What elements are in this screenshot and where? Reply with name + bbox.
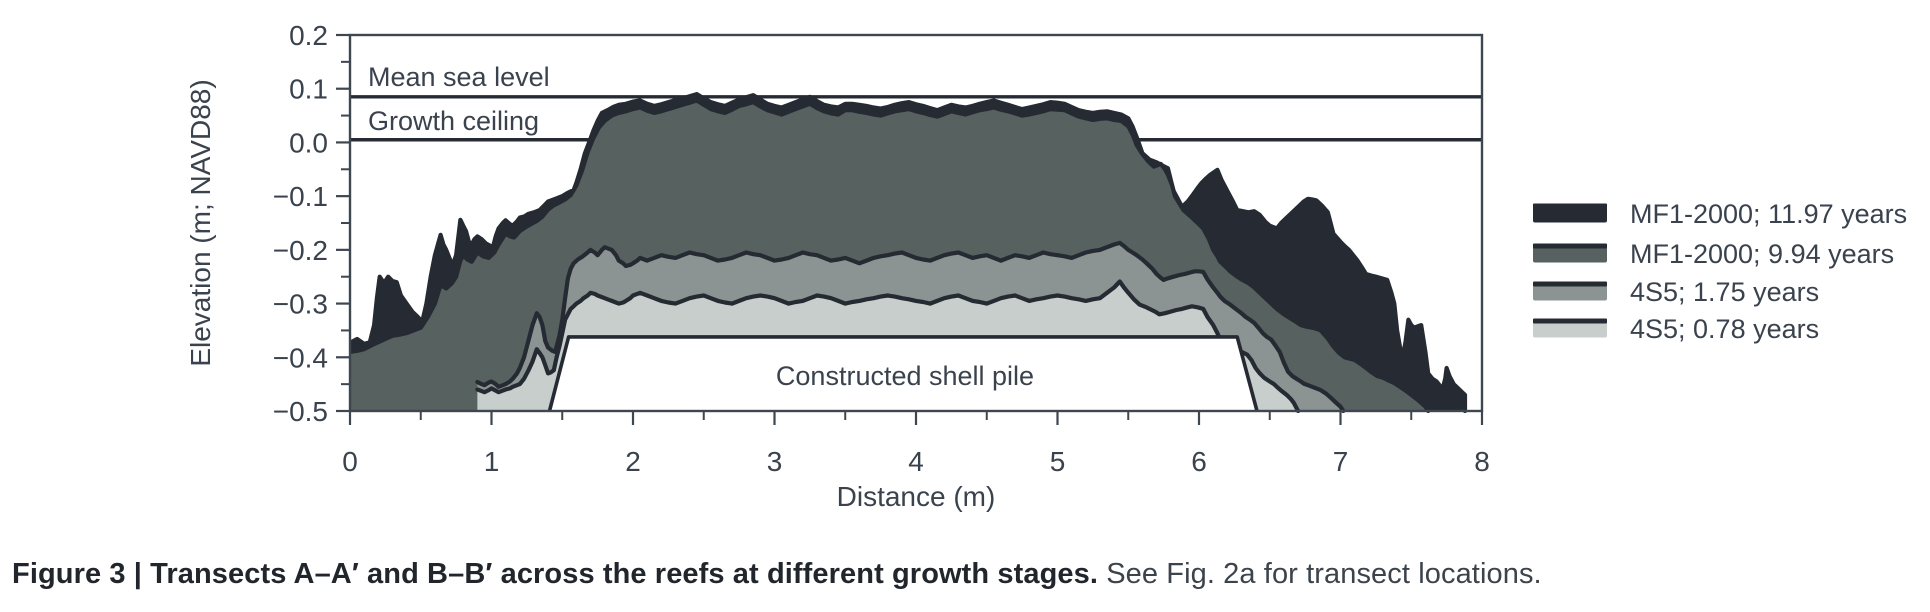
- figure-caption-bold: Figure 3 | Transects A–A′ and B–B′ acros…: [12, 558, 1099, 590]
- legend-item: 4S5; 0.78 years: [1533, 314, 1819, 344]
- y-tick-label: 0.2: [289, 20, 328, 51]
- x-tick-label: 0: [342, 446, 358, 477]
- y-tick-label: −0.5: [273, 396, 328, 427]
- x-tick-label: 6: [1191, 446, 1207, 477]
- legend-swatch-border: [1533, 318, 1607, 324]
- shell-pile-outline: [547, 335, 1259, 412]
- y-axis-title: Elevation (m; NAVD88): [185, 79, 216, 366]
- legend-item: MF1-2000; 9.94 years: [1533, 239, 1894, 269]
- shell-pile-fill: [549, 336, 1257, 411]
- legend-label: MF1-2000; 9.94 years: [1630, 239, 1894, 269]
- legend-item: 4S5; 1.75 years: [1533, 277, 1819, 307]
- series-line-0: [350, 92, 1468, 413]
- growth-ceiling-label: Growth ceiling: [368, 106, 539, 136]
- y-tick-label: −0.4: [273, 342, 328, 373]
- legend-label: MF1-2000; 11.97 years: [1630, 199, 1907, 229]
- legend-label: 4S5; 0.78 years: [1630, 314, 1819, 344]
- legend-swatch-border: [1533, 243, 1607, 249]
- legend-label: 4S5; 1.75 years: [1630, 277, 1819, 307]
- legend: MF1-2000; 11.97 years MF1-2000; 9.94 year…: [1533, 199, 1907, 344]
- x-tick-label: 7: [1333, 446, 1349, 477]
- series-line-2: [475, 240, 1346, 413]
- figure-caption: Figure 3 | Transects A–A′ and B–B′ acros…: [12, 558, 1912, 591]
- series-line-3: [475, 279, 1301, 413]
- y-tick-label: 0.0: [289, 127, 328, 158]
- shell-pile-layer: [547, 335, 1259, 412]
- x-tick-label: 3: [767, 446, 783, 477]
- y-tick-label: −0.1: [273, 181, 328, 212]
- y-tick-label: 0.1: [289, 74, 328, 105]
- figure-caption-regular: See Fig. 2a for transect locations.: [1106, 558, 1542, 590]
- x-tick-label: 4: [908, 446, 924, 477]
- y-tick-label: −0.3: [273, 289, 328, 320]
- legend-swatch-border: [1533, 203, 1607, 209]
- mean-sea-level-label: Mean sea level: [368, 62, 550, 92]
- elevation-transect-chart: 0 1 2 3 4 5 6 7 8 0.2 0.1 0.0 −0.1 −0.2 −0.3 −0.4 −0.5 M…: [185, 20, 1907, 512]
- x-tick-label: 2: [625, 446, 641, 477]
- x-tick-label: 1: [484, 446, 500, 477]
- axis-ticks-layer: 0 1 2 3 4 5 6 7 8 0.2 0.1 0.0 −0.1 −0.2 −0.3 −0.4 −0.5: [273, 20, 1490, 477]
- x-tick-label: 5: [1050, 446, 1066, 477]
- legend-item: MF1-2000; 11.97 years: [1533, 199, 1907, 229]
- y-tick-label: −0.2: [273, 235, 328, 266]
- x-axis-title: Distance (m): [837, 481, 996, 512]
- legend-swatch-border: [1533, 281, 1607, 287]
- shell-pile-label: Constructed shell pile: [776, 361, 1034, 391]
- x-tick-label: 8: [1474, 446, 1490, 477]
- series-line-1: [350, 98, 1431, 413]
